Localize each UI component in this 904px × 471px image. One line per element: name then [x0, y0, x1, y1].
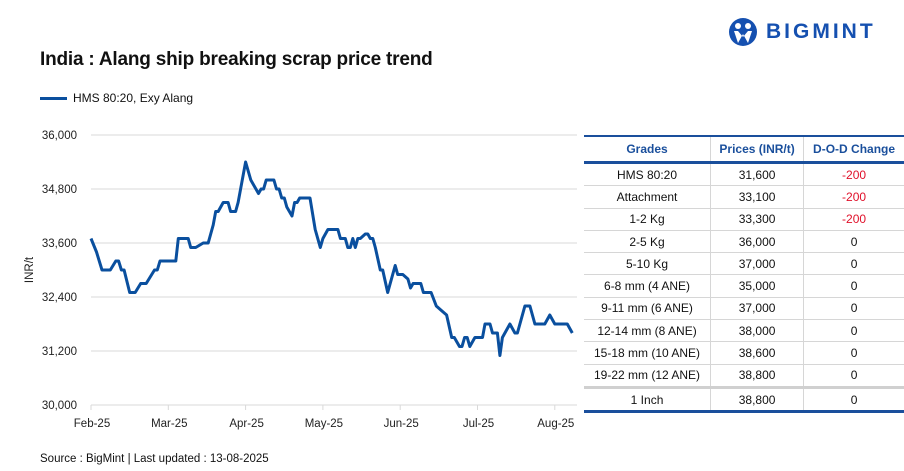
x-tick-label: Mar-25 — [151, 418, 187, 430]
table-row: HMS 80:20 31,600 -200 — [584, 162, 904, 187]
grade-cell: 6-8 mm (4 ANE) — [584, 274, 711, 298]
grade-cell: Attachment — [584, 185, 711, 209]
x-tick-label: Apr-25 — [229, 418, 264, 430]
x-tick-label: Jun-25 — [384, 418, 419, 430]
column-header: Grades — [584, 135, 711, 164]
price-cell: 38,800 — [710, 385, 804, 414]
change-cell: -200 — [803, 185, 904, 209]
change-cell: 0 — [803, 341, 904, 365]
grade-cell: 1 Inch — [584, 385, 711, 414]
table-row: 2-5 Kg 36,000 0 — [584, 230, 904, 254]
grade-cell: 9-11 mm (6 ANE) — [584, 297, 711, 321]
price-cell: 37,000 — [710, 252, 804, 276]
y-tick-label: 32,400 — [42, 292, 77, 304]
legend-swatch — [40, 96, 67, 100]
table-row: 1-2 Kg 33,300 -200 — [584, 208, 904, 231]
price-cell: 38,600 — [710, 341, 804, 365]
change-cell: 0 — [803, 274, 904, 298]
change-cell: 0 — [803, 319, 904, 343]
x-tick-label: Aug-25 — [537, 418, 574, 430]
change-cell: 0 — [803, 230, 904, 254]
table-header-row: Grades Prices (INR/t) D-O-D Change — [584, 135, 904, 164]
table-row: 12-14 mm (8 ANE) 38,000 0 — [584, 319, 904, 343]
bigmint-logo: BIGMINT — [728, 17, 876, 47]
price-cell: 31,600 — [710, 162, 804, 187]
price-table: Grades Prices (INR/t) D-O-D Change HMS 80:… — [584, 135, 904, 414]
column-header: D-O-D Change — [803, 135, 904, 164]
price-cell: 38,800 — [710, 364, 804, 388]
grade-cell: HMS 80:20 — [584, 162, 711, 187]
table-row: 15-18 mm (10 ANE) 38,600 0 — [584, 341, 904, 365]
grade-cell: 19-22 mm (12 ANE) — [584, 364, 711, 388]
series-line-hms-80-20 — [89, 160, 574, 357]
price-cell: 33,100 — [710, 185, 804, 209]
price-cell: 33,300 — [710, 208, 804, 231]
column-header: Prices (INR/t) — [710, 135, 804, 164]
chart-title: India : Alang ship breaking scrap price … — [40, 49, 433, 70]
change-cell: 0 — [803, 252, 904, 276]
x-tick-label: Jul-25 — [463, 418, 494, 430]
table-row: 1 Inch 38,800 0 — [584, 385, 904, 414]
grade-cell: 2-5 Kg — [584, 230, 711, 254]
y-axis-label: INR/t — [24, 256, 36, 283]
price-cell: 35,000 — [710, 274, 804, 298]
y-tick-label: 36,000 — [42, 130, 77, 142]
change-cell: 0 — [803, 385, 904, 414]
grade-cell: 15-18 mm (10 ANE) — [584, 341, 711, 365]
change-cell: -200 — [803, 208, 904, 231]
grade-cell: 12-14 mm (8 ANE) — [584, 319, 711, 343]
price-cell: 38,000 — [710, 319, 804, 343]
y-tick-label: 31,200 — [42, 346, 77, 358]
table-row: 19-22 mm (12 ANE) 38,800 0 — [584, 364, 904, 388]
chart-legend: HMS 80:20, Exy Alang — [40, 91, 193, 105]
source-note: Source : BigMint | Last updated : 13-08-… — [40, 453, 269, 465]
change-cell: -200 — [803, 162, 904, 187]
y-tick-label: 33,600 — [42, 238, 77, 250]
legend-label: HMS 80:20, Exy Alang — [73, 91, 194, 105]
price-cell: 37,000 — [710, 297, 804, 321]
change-cell: 0 — [803, 297, 904, 321]
grade-cell: 5-10 Kg — [584, 252, 711, 276]
y-tick-label: 30,000 — [42, 400, 77, 412]
price-cell: 36,000 — [710, 230, 804, 254]
table-row: Attachment 33,100 -200 — [584, 185, 904, 209]
x-tick-label: Feb-25 — [74, 418, 110, 430]
x-tick-label: May-25 — [305, 418, 343, 430]
grade-cell: 1-2 Kg — [584, 208, 711, 231]
bigmint-logo-icon — [729, 18, 757, 46]
table-row: 6-8 mm (4 ANE) 35,000 0 — [584, 274, 904, 298]
change-cell: 0 — [803, 364, 904, 388]
table-row: 9-11 mm (6 ANE) 37,000 0 — [584, 297, 904, 321]
y-tick-label: 34,800 — [42, 184, 77, 196]
table-row: 5-10 Kg 37,000 0 — [584, 252, 904, 276]
logo-text: BIGMINT — [766, 20, 876, 43]
